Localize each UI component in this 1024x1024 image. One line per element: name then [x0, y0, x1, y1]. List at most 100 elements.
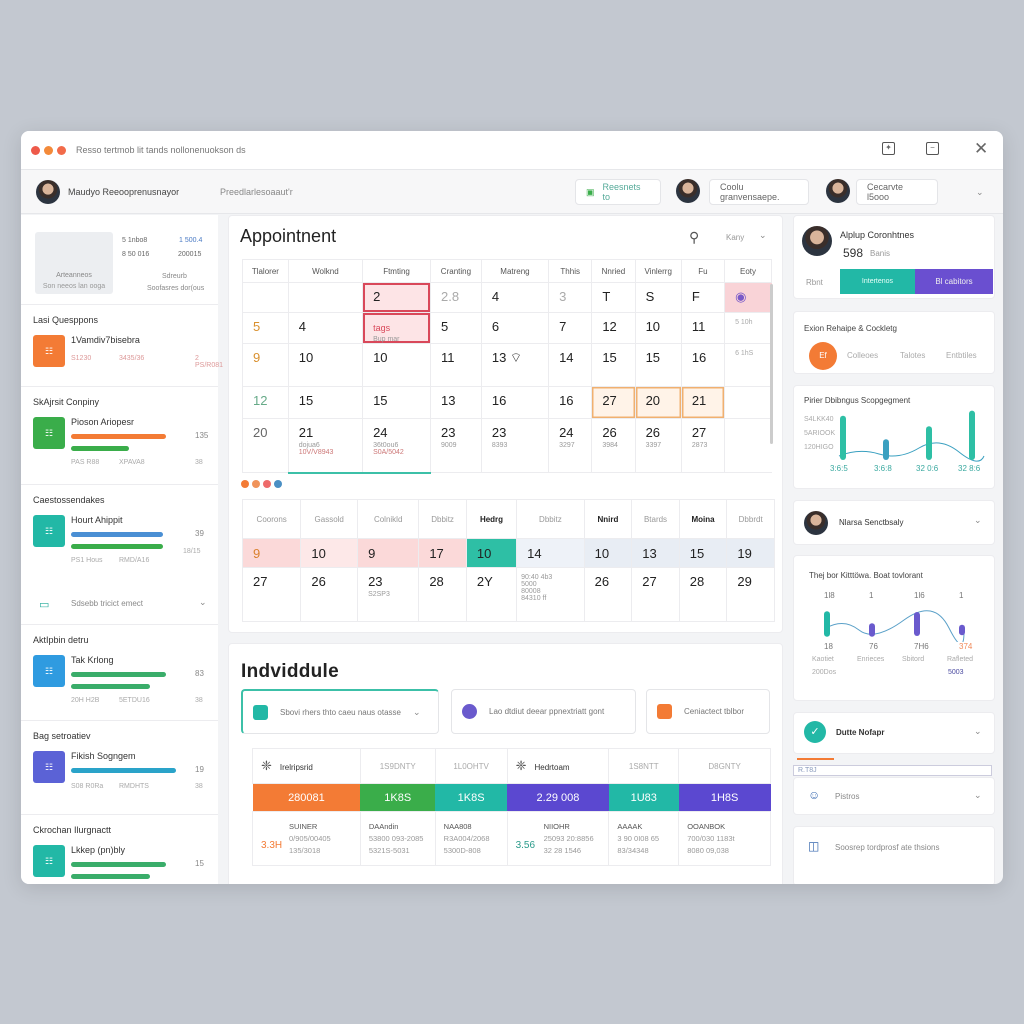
person-select[interactable]: Nlarsa Senctbsaly ⌄ — [793, 500, 995, 545]
sidebar-section[interactable]: Lasi Quesppons ☷ 1Vamdiv7bisebra S1230 3435/… — [21, 305, 223, 387]
calendar-day-cell[interactable]: 15 — [362, 386, 431, 419]
calendar-day-cell[interactable]: 20 — [634, 386, 682, 419]
calendar-day-cell[interactable]: 28 — [418, 567, 467, 622]
calendar-day-cell[interactable]: 23 8393 — [480, 418, 550, 473]
pagination-dots[interactable] — [241, 480, 282, 488]
tab-entities[interactable]: Entbtiles — [946, 351, 977, 360]
calendar-day-cell[interactable]: 16 — [680, 343, 726, 387]
filter-select[interactable]: Kany — [726, 233, 745, 242]
calendar-day-cell[interactable]: 13 — [430, 386, 482, 419]
sidebar-section[interactable]: AktIpbin detru ☷ Tak Krlong 83 20H H2B 5ETDU1… — [21, 625, 218, 721]
value-cell[interactable]: 1K8S — [360, 783, 436, 812]
calendar-day-cell[interactable]: 16 — [480, 386, 550, 419]
column-header[interactable]: D8GNTY — [678, 748, 771, 784]
detail-cell[interactable]: 3.56 NIIOHR 25093 20:8856 32 28 1546 — [506, 811, 610, 866]
calendar-day-cell[interactable]: 16 — [548, 386, 593, 419]
chart-bar[interactable] — [840, 415, 846, 460]
sidebar-section[interactable]: SkAjrsit Conpiny ☷ Pioson Ariopesr 135 PAS R… — [21, 387, 218, 485]
calendar-day-cell[interactable] — [242, 282, 289, 313]
calendar-day-cell[interactable]: 27 — [591, 386, 636, 419]
contact-select-2[interactable]: Cecarvte l5ooo — [856, 179, 938, 205]
summary-thumbnail[interactable]: Arteanneos Son neeos lan ooga — [35, 232, 113, 294]
column-header[interactable]: 1L0OHTV — [434, 748, 508, 784]
minimize-icon[interactable]: − — [926, 142, 939, 155]
value-cell[interactable]: 1K8S — [435, 783, 508, 812]
calendar-day-cell[interactable]: 7 — [548, 312, 593, 344]
calendar-day-cell[interactable]: 9 — [357, 538, 420, 568]
chart-bar[interactable] — [914, 612, 920, 636]
page-dot[interactable] — [241, 480, 249, 488]
calendar-day-cell[interactable]: 5 10h — [724, 312, 772, 344]
calendar-day-cell[interactable]: 24 36t0ou6 S0A/5042 — [362, 418, 431, 474]
detail-cell[interactable]: OOANBOK 700/030 1183t 8080 09,038 — [678, 811, 771, 866]
value-cell[interactable]: 1H8S — [678, 783, 771, 812]
minimize-dot[interactable] — [44, 145, 53, 155]
calendar-day-cell[interactable]: 27 — [631, 567, 680, 622]
column-header[interactable]: ❈ Hedrtoam — [506, 748, 610, 784]
calendar-day-cell[interactable]: 15 — [591, 343, 636, 387]
calendar-day-cell[interactable]: 26 — [300, 567, 359, 622]
calendar-day-cell[interactable]: 28 — [678, 567, 728, 622]
calendar-day-cell[interactable]: T — [591, 282, 636, 313]
calendar-day-cell[interactable]: 14 — [516, 538, 585, 568]
calendar-day-cell[interactable]: 11 — [430, 343, 482, 387]
calendar-day-cell[interactable]: 13 — [631, 538, 680, 568]
calendar-day-cell[interactable]: 12 — [591, 312, 636, 344]
calendar-day-cell[interactable]: 23 9009 — [430, 418, 482, 473]
tab-talents[interactable]: Talotes — [900, 351, 926, 360]
calendar-day-cell[interactable]: 10 — [300, 538, 359, 568]
chart-bar[interactable] — [824, 611, 830, 637]
detail-cell[interactable]: AAAAK 3 90 0I08 65 83/34348 — [608, 811, 680, 866]
calendar-day-cell[interactable]: 10 — [362, 343, 431, 387]
calendar-day-cell[interactable]: 9 — [242, 343, 289, 387]
calendar-day-cell[interactable]: 11 — [680, 312, 726, 344]
calendar-day-cell[interactable]: 19 — [726, 538, 775, 568]
calendar-day-cell[interactable]: 17 — [418, 538, 467, 568]
calendar-day-cell[interactable]: 4 — [480, 282, 550, 313]
close-dot[interactable] — [31, 145, 40, 155]
calendar-day-cell[interactable] — [724, 418, 772, 473]
reservations-button[interactable]: ▣ Reesnets to — [575, 179, 661, 205]
page-dot[interactable] — [263, 480, 271, 488]
calendar-day-cell[interactable]: 6 1hS — [724, 343, 772, 387]
breadcrumb[interactable]: Preedlarlesoaaut'r — [220, 187, 293, 197]
calendar-day-cell[interactable]: F — [680, 282, 726, 313]
calendar-day-cell[interactable]: 23 S2SP3 — [357, 567, 420, 622]
calendar-day-cell[interactable]: 26 3984 — [591, 418, 636, 473]
sidebar-section[interactable]: Caestossendakes ☷ Hourt Ahippit 39 18/15 PS1 … — [21, 485, 218, 585]
close-icon[interactable]: ✕ — [974, 139, 989, 158]
chart-bar[interactable] — [869, 623, 875, 637]
calendar-day-cell[interactable]: 3 — [548, 282, 593, 313]
maximize-dot[interactable] — [57, 145, 66, 155]
calendar-day-cell[interactable] — [287, 282, 364, 313]
page-dot[interactable] — [274, 480, 282, 488]
filter-button[interactable]: Ceniactect tblbor — [646, 689, 770, 734]
scrollbar[interactable] — [770, 284, 773, 444]
sidebar-section[interactable]: Ckrochan Ilurgnactt☷Lkkep (pn)bly15S3o A… — [21, 815, 218, 884]
calendar-day-cell[interactable]: 26 3397 — [634, 418, 682, 473]
calendar-day-cell[interactable]: 20 — [242, 418, 289, 473]
calendar-day-cell[interactable]: 90:40 4b3 5000 80008 84310 ff — [516, 567, 585, 622]
calendar-day-cell[interactable] — [724, 386, 772, 419]
calendar-day-cell[interactable]: S — [634, 282, 682, 313]
calendar-day-cell[interactable]: 2.8 — [430, 282, 482, 313]
calendar-day-cell[interactable]: ◉ — [724, 282, 772, 313]
calendar-day-cell[interactable]: 2 — [362, 282, 431, 313]
page-dot[interactable] — [252, 480, 260, 488]
calendar-day-cell[interactable]: 12 — [242, 386, 289, 419]
calendar-day-cell[interactable]: tags Bup mar — [362, 312, 431, 344]
tab-active[interactable]: Ef — [809, 342, 837, 370]
calendar-day-cell[interactable]: 4 — [287, 312, 364, 344]
calendar-day-cell[interactable]: 10 — [583, 538, 633, 568]
progress-input[interactable]: R.T8J — [793, 765, 992, 776]
calendar-day-cell[interactable]: 27 2873 — [680, 418, 726, 473]
interviews-button[interactable]: Intertenos — [840, 269, 915, 294]
calendar-day-cell[interactable]: 27 — [241, 567, 302, 622]
filter-button[interactable]: Lao dtdiut deear ppnextriatt gont — [451, 689, 636, 734]
calendar-day-cell[interactable]: 26 — [583, 567, 633, 622]
contact-avatar-2[interactable] — [826, 179, 850, 203]
webcam-icon[interactable]: ◉ — [735, 289, 747, 304]
pin-icon[interactable]: ✦ — [882, 142, 895, 155]
chart-bar[interactable] — [883, 439, 889, 460]
settings-item[interactable]: ◫ Soosrep tordprosf ate thsions — [793, 826, 995, 884]
